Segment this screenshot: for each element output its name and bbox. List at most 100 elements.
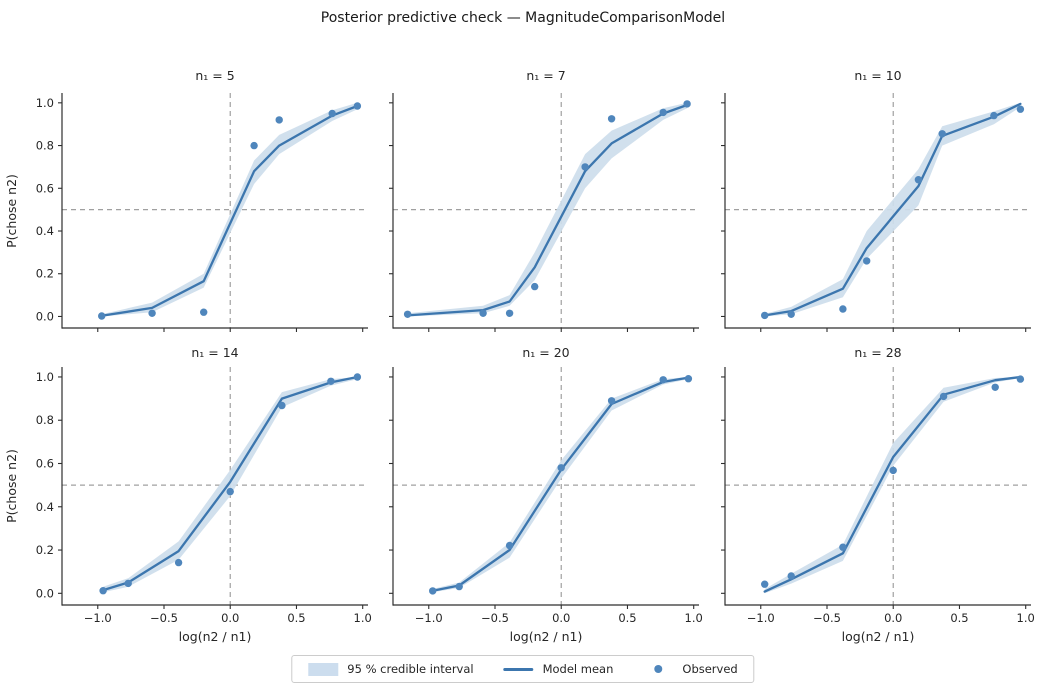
facet-chart-1: 0.0 0.2 0.4 0.6 0.8 1.0 n₁ = 5 P(chose n2) (4, 68, 368, 332)
legend-item-observed: Observed (643, 662, 738, 676)
observed-point (328, 109, 336, 118)
observed-point (659, 376, 667, 384)
x-axis-label: log(n2 / n1) (510, 629, 583, 644)
observed-point (1016, 105, 1025, 113)
y-tick-label: 0.2 (36, 543, 54, 557)
y-tick-label: 1.0 (36, 96, 54, 110)
y-tick-label: 0.8 (36, 413, 54, 427)
observed-point (429, 587, 437, 595)
y-tick-label: 0.0 (36, 586, 54, 600)
x-axis-label: log(n2 / n1) (842, 629, 915, 644)
observed-point (914, 176, 923, 184)
observed-point (531, 282, 539, 291)
observed-point (226, 487, 234, 496)
observed-point (991, 383, 999, 391)
observed-point (990, 111, 998, 120)
y-tick-label: 0.4 (36, 500, 54, 514)
observed-point (275, 116, 283, 124)
facet-title: n₁ = 5 (195, 68, 234, 83)
model-mean-line (100, 104, 359, 317)
observed-point (839, 305, 847, 313)
observed-point (787, 572, 795, 580)
legend-label: 95 % credible interval (347, 662, 474, 676)
observed-point (174, 558, 183, 567)
observed-point (557, 464, 565, 472)
x-tick-label: 1.0 (1017, 611, 1035, 625)
observed-point (353, 373, 362, 381)
y-tick-label: 0.8 (36, 139, 54, 153)
facet-chart-5: −1.0 −0.5 0.0 0.5 1.0 n₁ = 20 log(n2 / n1) (389, 345, 703, 644)
x-tick-label: 0.0 (552, 611, 570, 625)
observed-point (403, 310, 412, 318)
observed-point (683, 100, 691, 108)
observed-point (761, 580, 769, 588)
figure-title: Posterior predictive check — MagnitudeCo… (320, 10, 726, 26)
facet-chart-3: n₁ = 10 (721, 68, 1031, 332)
facet-chart-2: n₁ = 7 (389, 68, 699, 332)
credible-band (764, 377, 1021, 594)
y-tick-label: 1.0 (36, 370, 54, 384)
y-tick-label: 0.6 (36, 181, 54, 195)
observed-point (479, 309, 487, 317)
model-mean-line (763, 375, 1022, 593)
model-mean-line (406, 103, 689, 317)
y-tick-label: 0.6 (36, 456, 54, 470)
facet-title: n₁ = 10 (854, 68, 901, 83)
observed-point (505, 541, 514, 550)
observed-point (278, 401, 286, 410)
x-tick-label: −0.5 (813, 611, 841, 625)
x-tick-label: 0.0 (221, 611, 239, 625)
observed-point (148, 309, 156, 317)
observed-point (839, 543, 847, 551)
observed-point (1016, 375, 1025, 383)
legend: 95 % credible interval Model mean Observ… (291, 655, 755, 683)
observed-point (353, 102, 362, 110)
observed-swatch-icon (654, 665, 663, 673)
x-tick-label: −1.0 (84, 611, 112, 625)
legend-item-credible-interval: 95 % credible interval (308, 662, 474, 676)
credible-band (432, 377, 689, 593)
facet-title: n₁ = 7 (526, 68, 565, 83)
y-tick-label: 0.4 (36, 224, 54, 238)
x-axis-label: log(n2 / n1) (179, 629, 252, 644)
observed-point (939, 392, 948, 401)
x-tick-label: 1.0 (354, 611, 372, 625)
observed-point (863, 257, 871, 265)
observed-point (327, 377, 335, 385)
x-tick-label: 0.0 (884, 611, 902, 625)
observed-point (889, 466, 897, 475)
model-mean-swatch-icon (503, 667, 534, 671)
facet-title: n₁ = 28 (854, 345, 901, 360)
model-mean-line (763, 102, 1022, 317)
observed-point (607, 115, 616, 123)
model-mean-line (431, 376, 690, 592)
observed-point (684, 375, 693, 383)
x-tick-label: 1.0 (685, 611, 703, 625)
x-tick-label: −1.0 (747, 611, 775, 625)
observed-point (938, 130, 946, 138)
observed-point (250, 141, 258, 150)
x-tick-label: −0.5 (481, 611, 509, 625)
observed-point (787, 310, 795, 318)
x-tick-label: 0.5 (950, 611, 968, 625)
facet-title: n₁ = 14 (191, 345, 238, 360)
credible-interval-swatch-icon (308, 662, 339, 676)
x-tick-label: −1.0 (415, 611, 443, 625)
observed-point (124, 579, 132, 588)
observed-point (761, 311, 769, 320)
observed-point (607, 397, 616, 405)
credible-band (101, 102, 358, 317)
observed-point (505, 309, 514, 317)
x-tick-label: 0.5 (287, 611, 305, 625)
legend-label: Observed (682, 662, 738, 676)
observed-point (659, 108, 667, 117)
y-axis-label: P(chose n2) (4, 174, 19, 248)
facet-chart-6: −1.0 −0.5 0.0 0.5 1.0 n₁ = 28 log(n2 / n1) (721, 345, 1035, 644)
y-tick-label: 0.0 (36, 309, 54, 323)
credible-band (764, 102, 1021, 317)
facet-title: n₁ = 20 (522, 345, 569, 360)
credible-band (103, 377, 358, 593)
x-tick-label: 0.5 (618, 611, 636, 625)
